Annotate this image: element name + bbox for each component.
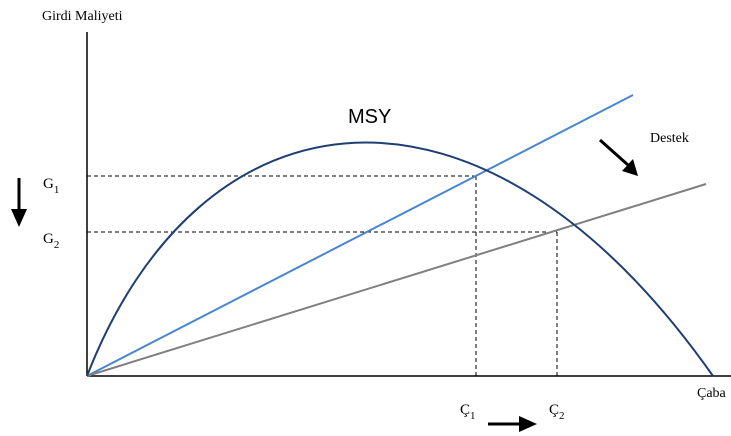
- c2-label: Ç2: [549, 402, 565, 422]
- cost-line-high: [86, 94, 634, 377]
- support-label: Destek: [650, 131, 689, 146]
- y-axis-title: Girdi Maliyeti: [42, 9, 123, 24]
- msy-label: MSY: [348, 106, 391, 128]
- g1-label: G1: [43, 176, 59, 196]
- x-axis-title: Çaba: [697, 386, 727, 401]
- g2-label: G2: [43, 231, 59, 251]
- down-arrow-icon: [11, 178, 27, 227]
- cost-line-low: [86, 183, 707, 377]
- yield-curve: [86, 141, 714, 377]
- c1-label: Ç1: [460, 402, 476, 422]
- diagonal-arrow-icon: [599, 138, 638, 176]
- right-arrow-icon: [488, 416, 537, 432]
